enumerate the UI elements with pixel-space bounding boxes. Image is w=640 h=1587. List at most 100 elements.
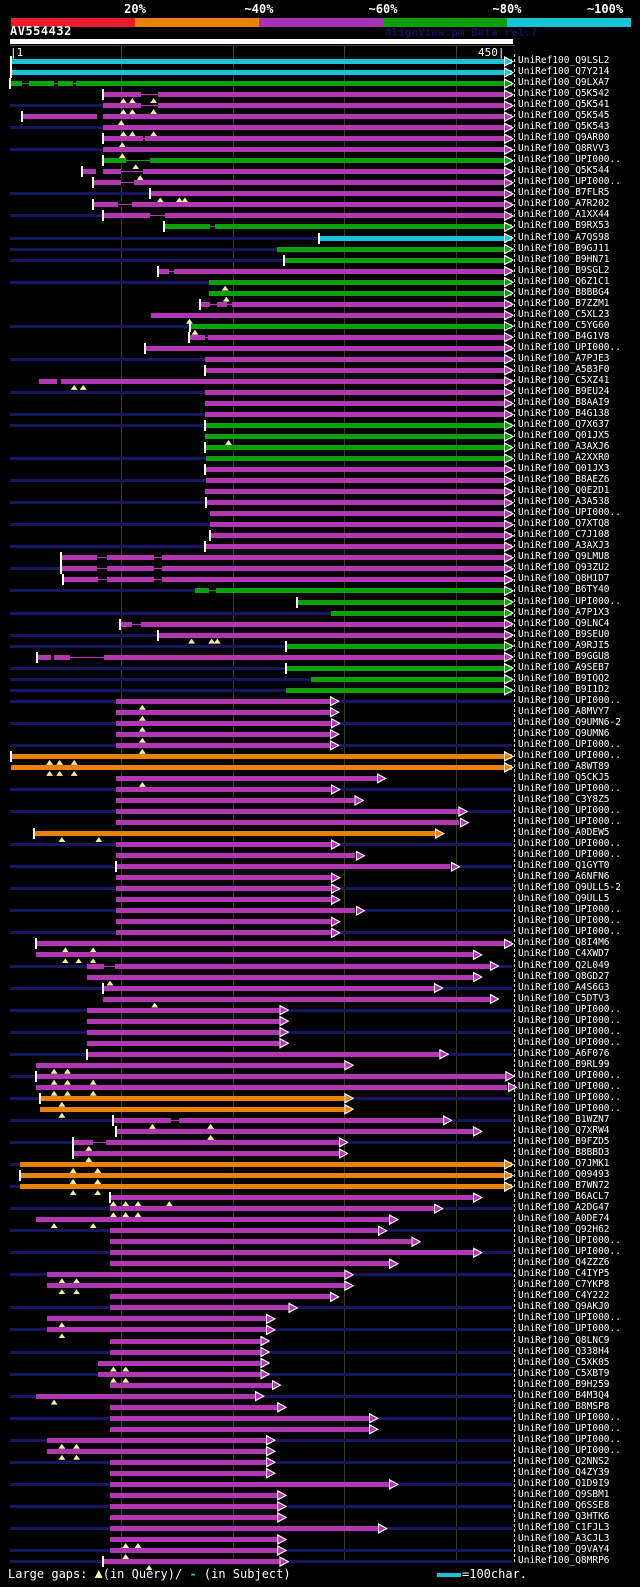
hsp-bar[interactable] [157,632,512,638]
hsp-bar[interactable] [116,720,331,726]
hsp-bar[interactable] [102,985,434,991]
hit-label[interactable]: UniRef100_B9SGL2 [518,264,610,276]
hit-label[interactable]: UniRef100_Q93ZU2 [518,562,610,574]
hit-label[interactable]: UniRef100_A3AXJ3 [518,540,610,552]
hsp-bar[interactable] [20,1184,512,1190]
hit-label[interactable]: UniRef100_B9GJ11 [518,242,610,254]
hsp-bar[interactable] [11,59,512,64]
hit-label[interactable]: UniRef100_B8AAI9 [518,396,610,408]
hsp-bar[interactable] [194,588,512,594]
hsp-bar[interactable] [87,1029,280,1035]
hit-label[interactable]: UniRef100_UPI000.. [518,1433,621,1445]
hsp-bar[interactable] [116,875,331,881]
hit-label[interactable]: UniRef100_Q1GYT0 [518,860,610,872]
hit-label[interactable]: UniRef100_UPI000.. [518,1323,621,1335]
hsp-bar[interactable] [286,665,512,671]
hsp-bar[interactable] [116,930,331,936]
hit-label[interactable]: UniRef100_Q01JX3 [518,463,610,475]
hit-label[interactable]: UniRef100_Q8LNC9 [518,1334,610,1346]
hit-label[interactable]: UniRef100_UPI000.. [518,1246,621,1258]
hsp-bar[interactable] [61,378,512,384]
hsp-bar[interactable] [109,1250,473,1256]
hit-label[interactable]: UniRef100_Q8RVV3 [518,143,610,155]
hsp-bar[interactable] [109,1294,330,1300]
hit-label[interactable]: UniRef100_A2DG47 [518,1202,610,1214]
hsp-bar[interactable] [109,1261,389,1267]
hit-label[interactable]: UniRef100_C5XK05 [518,1356,610,1368]
hit-label[interactable]: UniRef100_Q8GD27 [518,970,610,982]
hit-label[interactable]: UniRef100_UPI000.. [518,1312,621,1324]
hsp-bar[interactable] [35,1073,506,1079]
hsp-bar[interactable] [35,1393,255,1399]
hsp-bar[interactable] [112,1117,443,1123]
hit-label[interactable]: UniRef100_A3A538 [518,496,610,508]
hsp-bar[interactable] [109,1548,278,1553]
hsp-bar[interactable] [62,577,512,583]
hsp-bar[interactable] [109,1206,434,1212]
hsp-bar[interactable] [20,1162,512,1167]
hit-label[interactable]: UniRef100_UPI000.. [518,1091,621,1103]
hit-label[interactable]: UniRef100_Q5K542 [518,88,610,100]
hsp-bar[interactable] [87,1051,440,1057]
hsp-bar[interactable] [46,1327,266,1333]
hit-label[interactable]: UniRef100_UPI000.. [518,749,621,761]
hsp-bar[interactable] [61,555,512,561]
hit-label[interactable]: UniRef100_A9SEB7 [518,661,610,673]
hsp-bar[interactable] [116,775,377,781]
hsp-bar[interactable] [330,610,512,616]
hsp-bar[interactable] [204,434,512,439]
hsp-bar[interactable] [87,1018,280,1024]
hsp-bar[interactable] [109,1195,473,1201]
hit-label[interactable]: UniRef100_A9RJI5 [518,639,610,651]
hsp-bar[interactable] [109,1349,261,1355]
hsp-bar[interactable] [116,908,356,914]
hsp-bar[interactable] [98,1371,261,1377]
hsp-bar[interactable] [109,1404,278,1410]
hit-label[interactable]: UniRef100_Q9LNC4 [518,617,610,629]
hit-label[interactable]: UniRef100_B4M3Q4 [518,1389,610,1401]
hit-label[interactable]: UniRef100_UPI000.. [518,154,621,166]
hsp-bar[interactable] [149,191,512,197]
hit-label[interactable]: UniRef100_Q7JMK1 [518,1158,610,1169]
hit-label[interactable]: UniRef100_Q7X637 [518,419,610,430]
hsp-bar[interactable] [204,423,512,428]
hit-label[interactable]: UniRef100_B1WZN7 [518,1113,610,1125]
hit-label[interactable]: UniRef100_B9SEU0 [518,628,610,640]
hsp-bar[interactable] [116,919,331,925]
hsp-bar[interactable] [46,1316,266,1322]
hsp-bar[interactable] [87,963,490,969]
hit-label[interactable]: UniRef100_Q9AR00 [518,132,610,144]
hit-label[interactable]: UniRef100_A3CJL3 [518,1533,610,1544]
hit-label[interactable]: UniRef100_Q9VAY4 [518,1544,610,1555]
hit-label[interactable]: UniRef100_Q9LSL2 [518,55,610,66]
hit-label[interactable]: UniRef100_Q3HTK6 [518,1511,610,1522]
hsp-bar[interactable] [87,1007,280,1013]
hit-label[interactable]: UniRef100_UPI000.. [518,595,621,607]
hit-label[interactable]: UniRef100_A8MVY7 [518,705,610,717]
hit-label[interactable]: UniRef100_B7ZZM1 [518,297,610,309]
hsp-bar[interactable] [286,687,512,693]
hit-label[interactable]: UniRef100_C5YG60 [518,319,610,331]
hit-label[interactable]: UniRef100_B9IQQ2 [518,672,610,684]
hsp-bar[interactable] [204,400,512,406]
hsp-bar[interactable] [20,1173,512,1178]
hsp-bar[interactable] [87,974,473,980]
hit-label[interactable]: UniRef100_C1FJL3 [518,1522,610,1533]
hsp-bar[interactable] [283,257,512,263]
hsp-bar[interactable] [109,1415,369,1421]
hsp-bar[interactable] [109,1492,278,1498]
hsp-bar[interactable] [116,864,451,870]
hit-label[interactable]: UniRef100_B8MSP8 [518,1400,610,1412]
hsp-bar[interactable] [150,312,512,318]
hit-label[interactable]: UniRef100_Q9AKJ0 [518,1301,610,1313]
hsp-bar[interactable] [157,268,512,274]
hsp-bar-pre[interactable] [82,169,97,175]
hit-label[interactable]: UniRef100_Q8H1D7 [518,573,610,585]
hsp-bar[interactable] [109,1239,412,1245]
hit-label[interactable]: UniRef100_UPI000.. [518,1036,621,1048]
hit-label[interactable]: UniRef100_C5XBT9 [518,1367,610,1379]
hsp-bar[interactable] [116,787,331,792]
hit-label[interactable]: UniRef100_B7FLR5 [518,187,610,199]
hit-label[interactable]: UniRef100_UPI000.. [518,507,621,519]
hit-label[interactable]: UniRef100_UPI000.. [518,1235,621,1247]
